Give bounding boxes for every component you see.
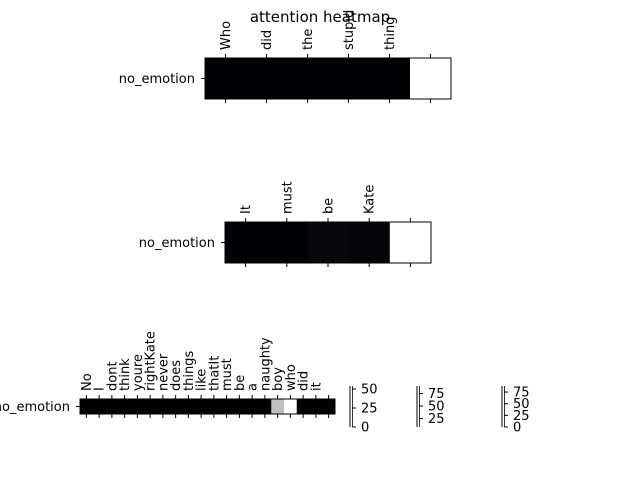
heatmap-panel-3: NoIdontthinkyourerightKateneverdoesthing… xyxy=(0,331,336,418)
x-tick-label: dont xyxy=(105,361,120,391)
x-tick-label: think xyxy=(118,358,133,391)
x-tick-label: naughty xyxy=(258,337,273,391)
heatmap-cell xyxy=(131,399,145,414)
x-tick-label: never xyxy=(156,353,171,391)
x-tick-label: be xyxy=(233,375,248,391)
x-tick-label: thing xyxy=(383,17,398,50)
row-label: no_emotion xyxy=(119,72,195,87)
x-tick-label: boy xyxy=(271,367,286,391)
x-tick-label: I xyxy=(93,387,108,391)
x-tick-label: rightKate xyxy=(144,331,159,391)
heatmap-panel-1: Who did the stupid thing no_emotion xyxy=(119,10,452,103)
heatmap-cell xyxy=(348,222,391,263)
colorbar-1: 0 25 50 xyxy=(349,383,378,436)
heatmap-panel-2: It must be Kate no_emotion xyxy=(139,181,432,267)
x-tick-label: stupid xyxy=(342,10,357,50)
x-tick-label: like xyxy=(195,369,210,391)
row-label: no_emotion xyxy=(0,400,70,415)
heatmap-cell xyxy=(389,222,432,263)
colorbar-tick-label: 25 xyxy=(361,402,378,417)
colorbar-tick-label: 25 xyxy=(513,409,530,424)
x-tick-label: the xyxy=(301,29,316,50)
x-tick-label: Who xyxy=(219,21,234,50)
heatmap-cell xyxy=(80,399,94,414)
heatmap-cell xyxy=(225,222,267,263)
heatmap-cell xyxy=(233,399,247,414)
heatmap-cell xyxy=(220,399,234,414)
colorbar-tick-label: 25 xyxy=(428,412,445,427)
heatmap-cell xyxy=(118,399,132,414)
x-tick-label: must xyxy=(220,358,235,391)
colorbar-tick-label: 75 xyxy=(428,387,445,402)
heatmap-cell xyxy=(284,399,298,414)
colorbar-tick-label: 0 xyxy=(513,421,521,436)
x-tick-label: who xyxy=(284,364,299,391)
colorbar-tick-label: 0 xyxy=(361,421,369,436)
heatmap-cell xyxy=(309,399,323,414)
heatmap-cell xyxy=(271,399,285,414)
x-tick-label: did xyxy=(297,371,312,391)
x-tick-label: It xyxy=(239,205,254,214)
heatmap-cell xyxy=(287,58,329,99)
heatmap-cell xyxy=(105,399,119,414)
heatmap-cell xyxy=(182,399,196,414)
x-tick-label: must xyxy=(280,181,295,214)
heatmap-cell xyxy=(169,399,183,414)
heatmap-cell xyxy=(322,399,336,414)
chart-title: attention heatmap xyxy=(250,8,390,26)
heatmap-cell xyxy=(369,58,411,99)
heatmap-cell xyxy=(194,399,208,414)
colorbar-tick-label: 50 xyxy=(361,383,378,398)
colorbar-tick-label: 50 xyxy=(513,397,530,412)
x-tick-label: Kate xyxy=(363,185,378,214)
x-tick-label: thatIt xyxy=(207,356,222,391)
row-label: no_emotion xyxy=(139,236,215,251)
heatmap-cell xyxy=(307,222,349,263)
colorbar-tick-label: 75 xyxy=(513,386,530,401)
heatmap-cell xyxy=(92,399,106,414)
heatmap-cell xyxy=(156,399,170,414)
heatmap-cell xyxy=(245,399,259,414)
x-tick-label: be xyxy=(322,198,337,214)
x-tick-label: youre xyxy=(131,354,146,391)
heatmap-cell xyxy=(296,399,310,414)
heatmap-cell xyxy=(328,58,370,99)
heatmap-cell xyxy=(266,222,308,263)
x-tick-label: No xyxy=(80,373,95,391)
heatmap-cell xyxy=(207,399,221,414)
heatmap-cell xyxy=(246,58,288,99)
x-tick-label: a xyxy=(246,383,261,391)
heatmap-cell xyxy=(410,58,452,99)
heatmap-cell xyxy=(258,399,272,414)
x-tick-label: does xyxy=(169,360,184,391)
x-tick-label: it xyxy=(309,382,324,391)
x-tick-label: things xyxy=(182,351,197,391)
heatmap-cell xyxy=(205,58,247,99)
x-tick-label: did xyxy=(260,30,275,50)
colorbar-tick-label: 50 xyxy=(428,400,445,415)
heatmap-cell xyxy=(143,399,157,414)
